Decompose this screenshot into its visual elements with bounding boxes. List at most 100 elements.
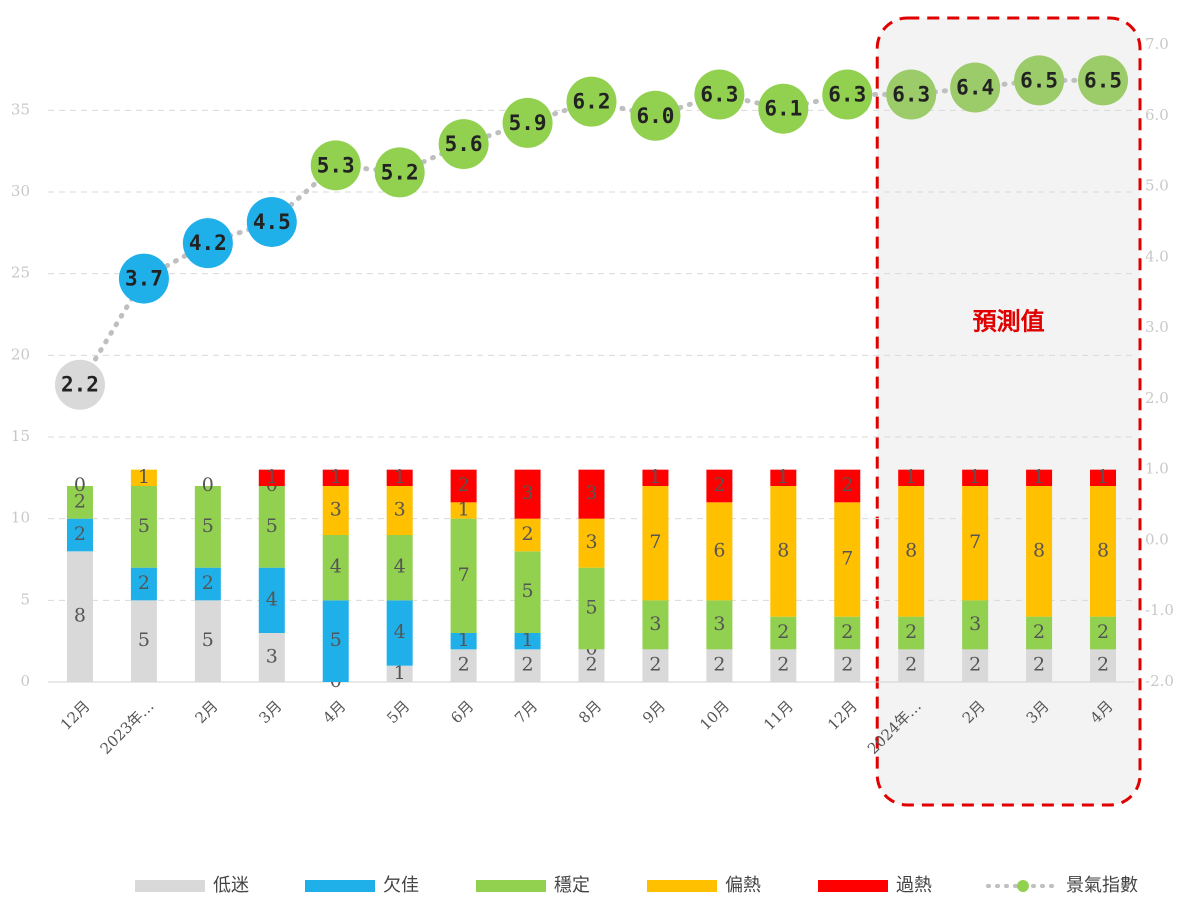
bar-label: 2 (969, 654, 981, 676)
forecast-box (875, 16, 1142, 807)
index-point (886, 69, 937, 120)
y2-tick-label: 4.0 (1145, 247, 1169, 265)
index-label: 6.0 (636, 104, 674, 128)
bar-label: 7 (841, 548, 853, 570)
y-tick-label: 30 (11, 182, 30, 200)
bar-segment (706, 600, 733, 650)
bar-label: 5 (202, 629, 214, 651)
bar-segment (834, 469, 861, 503)
bar-label: 2 (1097, 654, 1109, 676)
bar-label: 2 (74, 523, 86, 545)
bar-segment (514, 649, 541, 682)
index-point (566, 76, 617, 127)
index-point (950, 62, 1001, 113)
bar-segment (834, 502, 861, 617)
bar-label: 5 (138, 629, 150, 651)
bar-label: 3 (330, 499, 342, 521)
x-tick-label: 7月 (511, 697, 541, 727)
bar-segment (898, 486, 925, 617)
x-tick-label: 12月 (57, 697, 94, 734)
y2-tick-label: 0.0 (1145, 530, 1169, 548)
y2-tick-label: 1.0 (1145, 460, 1169, 478)
index-point (1078, 55, 1129, 106)
legend-swatch (818, 880, 888, 892)
bar-segment (578, 649, 605, 682)
bar-label: 1 (266, 466, 278, 488)
index-label: 5.3 (317, 153, 355, 177)
bar-segment (258, 633, 285, 682)
bar-label: 3 (649, 613, 661, 635)
index-label: 6.5 (1020, 68, 1058, 92)
bar-label: 2 (1033, 621, 1045, 643)
bar-label: 2 (522, 523, 534, 545)
bar-segment (706, 649, 733, 682)
bar-segment (514, 469, 541, 519)
y2-tick-label: 7.0 (1145, 35, 1169, 53)
bar-segment (770, 649, 797, 682)
index-label: 3.7 (125, 267, 163, 291)
bar-label: 2 (905, 621, 917, 643)
legend-swatch (647, 880, 717, 892)
bar-segment (898, 469, 925, 486)
y-tick-label: 15 (11, 427, 30, 445)
bar-label: 5 (522, 580, 534, 602)
legend-swatch (135, 880, 205, 892)
bar-segment (258, 469, 285, 486)
bar-segment (1090, 486, 1117, 617)
bar-segment (450, 649, 477, 682)
bar-segment (258, 567, 285, 633)
bar-label: 1 (905, 466, 917, 488)
bar-segment (66, 518, 93, 552)
y-tick-label: 35 (11, 100, 30, 118)
legend-label: 欠佳 (383, 875, 419, 896)
bar-segment (770, 486, 797, 617)
bar-label: 7 (458, 564, 470, 586)
index-point (822, 69, 873, 120)
bar-segment (642, 649, 669, 682)
bar-segment (514, 551, 541, 633)
bar-label: 3 (969, 613, 981, 635)
index-point (118, 253, 169, 304)
index-label: 6.2 (573, 90, 611, 114)
bar-label: 2 (841, 621, 853, 643)
bar-segment (386, 469, 413, 486)
y2-tick-label: 6.0 (1145, 106, 1169, 124)
legend-marker (1017, 880, 1029, 892)
bar-label: 2 (458, 474, 470, 496)
x-tick-label: 2023年… (97, 697, 158, 758)
index-point (310, 140, 361, 191)
bar-label: 8 (1097, 539, 1109, 561)
bar-segment (962, 469, 989, 486)
x-tick-label: 11月 (760, 697, 797, 734)
bar-label: 2 (777, 654, 789, 676)
bar-segment (322, 486, 349, 535)
index-point (758, 83, 809, 134)
bar-label: 1 (138, 466, 150, 488)
bar-label: 1 (330, 466, 342, 488)
bar-label: 7 (969, 531, 981, 553)
bar-label: 4 (266, 588, 278, 610)
legend-label: 景氣指數 (1066, 875, 1138, 896)
bar-segment (770, 616, 797, 650)
y-tick-label: 5 (20, 590, 30, 608)
bar-label: 1 (1097, 466, 1109, 488)
bar-label: 2 (202, 572, 214, 594)
y2-tick-label: 5.0 (1145, 177, 1169, 195)
bar-segment (450, 502, 477, 519)
index-label: 6.3 (892, 83, 930, 107)
legend-label: 低迷 (213, 875, 249, 896)
bar-label: 8 (777, 539, 789, 561)
index-point (694, 69, 745, 120)
y-tick-label: 20 (11, 345, 30, 363)
bar-label: 2 (74, 490, 86, 512)
bar-segment (642, 486, 669, 601)
bar-segment (578, 518, 605, 568)
legend-label: 偏熱 (725, 875, 761, 896)
index-point (1014, 55, 1065, 106)
bar-segment (1090, 469, 1117, 486)
bar-label: 8 (74, 605, 86, 627)
index-point (438, 119, 489, 170)
bar-label: 3 (585, 531, 597, 553)
bar-label: 3 (266, 646, 278, 668)
bar-segment (130, 567, 157, 601)
